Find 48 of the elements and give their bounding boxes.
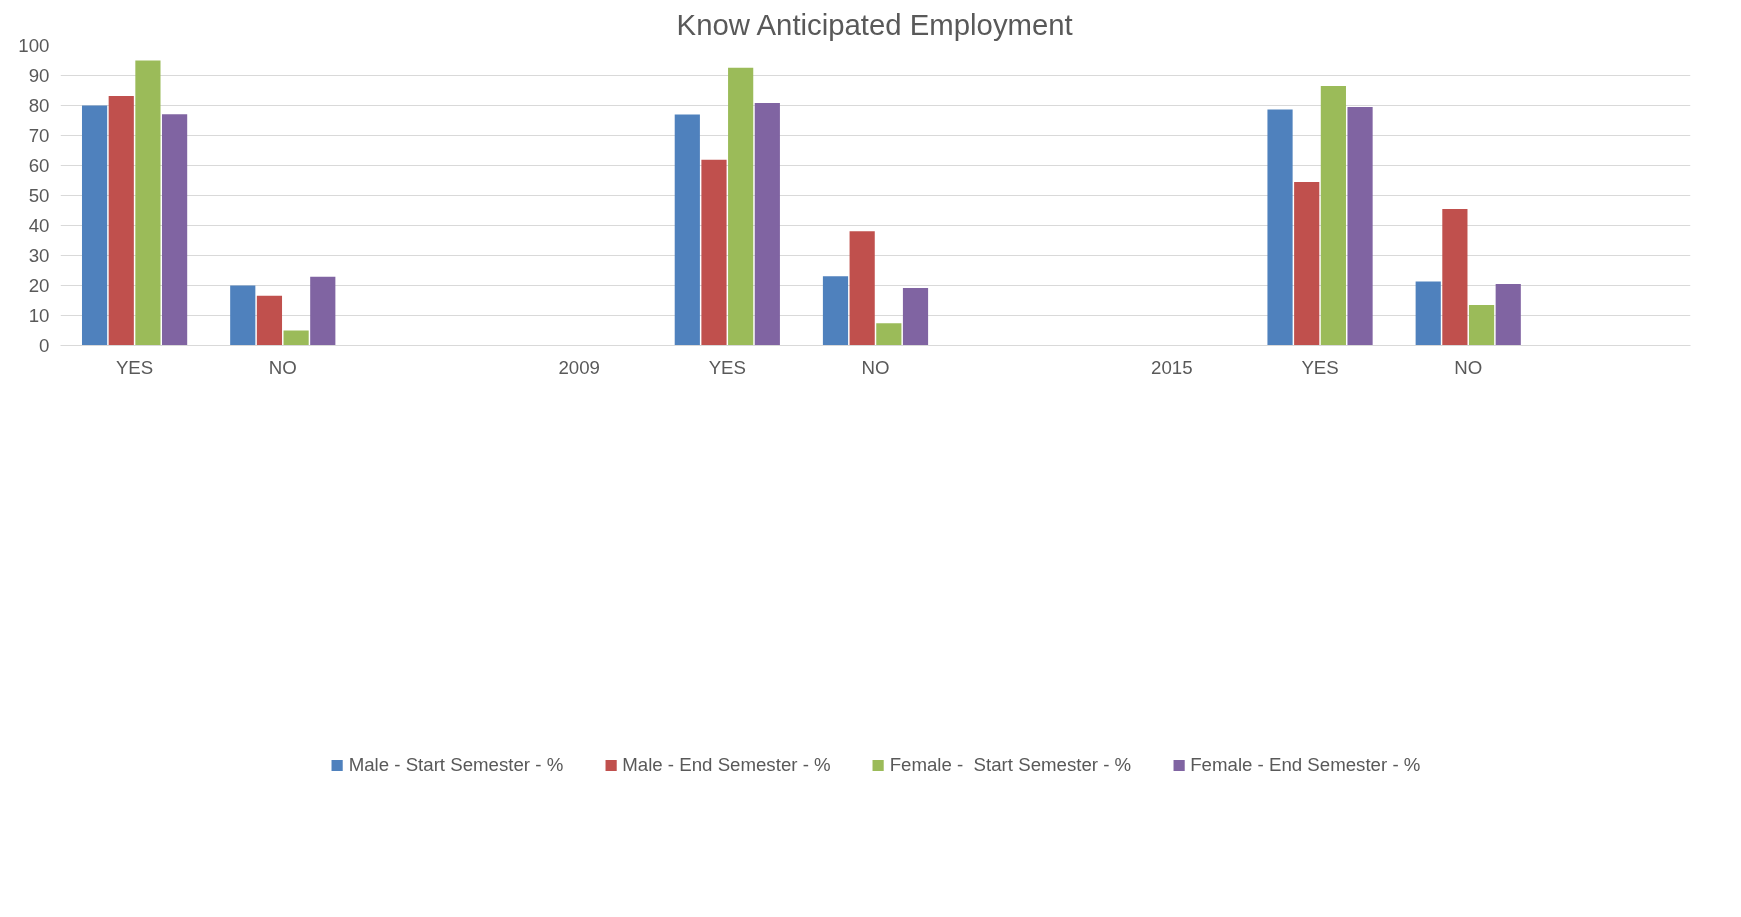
bar <box>849 231 875 346</box>
bar <box>728 67 754 346</box>
y-tick-label: 0 <box>39 335 50 356</box>
x-tick-label: NO <box>861 356 890 378</box>
x-tick-label: NO <box>268 356 297 378</box>
chart-title: Know Anticipated Employment <box>676 7 1073 41</box>
bar <box>1294 182 1320 346</box>
legend-label: Male - End Semester - % <box>622 753 831 776</box>
bar <box>230 285 256 346</box>
y-tick-label: 20 <box>28 275 50 296</box>
x-tick-label: YES <box>708 356 746 378</box>
bar <box>135 60 161 346</box>
bar <box>754 103 780 346</box>
bar <box>902 287 929 346</box>
bar <box>1347 107 1373 346</box>
bar <box>1495 284 1521 346</box>
bar <box>310 276 336 346</box>
y-tick-label: 10 <box>28 305 50 326</box>
bar <box>1442 209 1468 346</box>
y-tick-label: 80 <box>28 95 50 116</box>
bar <box>1415 281 1441 346</box>
y-tick-label: 100 <box>18 35 50 56</box>
y-tick-label: 70 <box>28 125 50 146</box>
x-tick-label: YES <box>115 356 154 378</box>
bar <box>81 105 108 346</box>
bar <box>674 114 700 346</box>
y-tick-label: 30 <box>28 245 50 266</box>
y-tick-label: 50 <box>28 185 50 206</box>
bar <box>256 295 283 346</box>
bar <box>1320 86 1346 346</box>
y-tick-label: 40 <box>28 215 50 236</box>
bar <box>822 276 849 346</box>
x-tick-label: 2015 <box>1151 356 1193 378</box>
bar <box>1468 305 1495 346</box>
legend-label: Female - Start Semester - % <box>889 753 1132 776</box>
x-tick-label: YES <box>1301 356 1339 378</box>
bar <box>283 330 309 346</box>
y-tick-label: 60 <box>28 155 50 176</box>
bar <box>108 95 134 346</box>
bar <box>162 114 188 346</box>
bar <box>876 323 902 346</box>
bar <box>701 159 727 346</box>
bar <box>1267 109 1293 346</box>
y-tick-label: 90 <box>28 65 50 86</box>
legend-label: Male - Start Semester - % <box>348 753 564 776</box>
x-tick-label: NO <box>1454 356 1483 378</box>
x-tick-label: 2009 <box>558 356 600 378</box>
legend-label: Female - End Semester - % <box>1190 753 1421 776</box>
